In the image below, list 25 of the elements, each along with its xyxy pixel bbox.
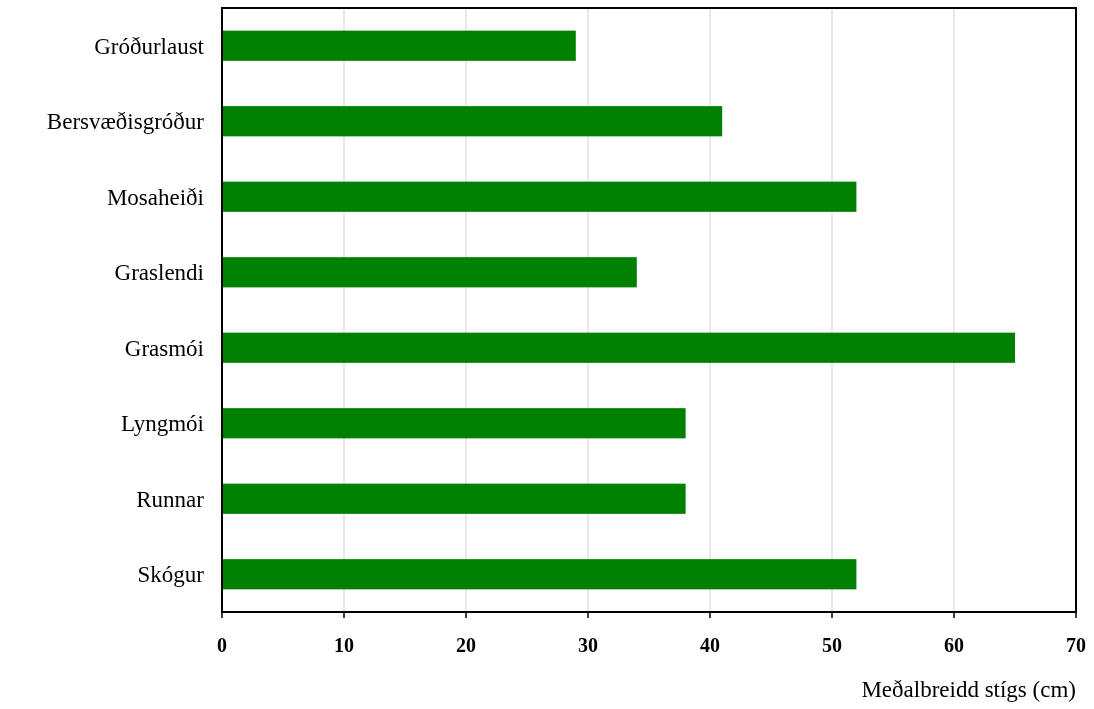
x-tick-label: 50	[822, 634, 842, 656]
x-tick-label: 30	[578, 634, 598, 656]
x-tick-label: 60	[944, 634, 964, 656]
x-tick-label: 10	[334, 634, 354, 656]
x-axis-title: Meðalbreidd stígs (cm)	[861, 677, 1076, 702]
bar	[222, 257, 637, 288]
x-tick-label: 0	[217, 634, 227, 656]
y-tick-label: Runnar	[136, 486, 205, 512]
x-tick-label: 20	[456, 634, 476, 656]
bar	[222, 30, 576, 61]
y-tick-label: Grasmói	[124, 335, 204, 361]
y-tick-label: Gróðurlaust	[94, 33, 205, 59]
bar	[222, 106, 723, 137]
bar	[222, 332, 1015, 363]
bar	[222, 408, 686, 439]
y-tick-label: Skógur	[137, 562, 205, 588]
y-tick-label: Lyngmói	[120, 411, 204, 437]
bar	[222, 181, 857, 212]
bar	[222, 559, 857, 590]
x-tick-label: 70	[1066, 634, 1086, 656]
y-tick-label: Mosaheiði	[106, 184, 204, 210]
bar	[222, 483, 686, 514]
y-tick-label: Graslendi	[114, 260, 204, 286]
y-tick-label: Bersvæðisgróður	[46, 109, 205, 135]
x-tick-label: 40	[700, 634, 720, 656]
